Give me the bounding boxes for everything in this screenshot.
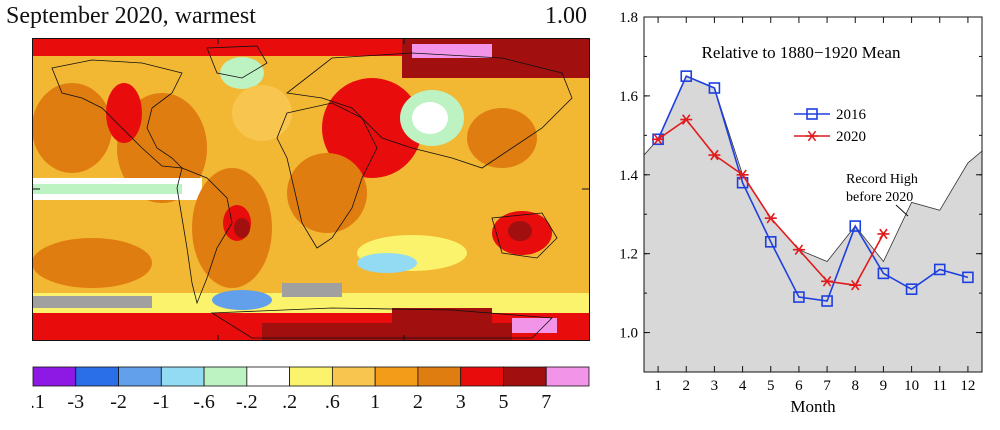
- x-tick-label: 9: [880, 378, 888, 394]
- series-point-2016: [933, 263, 946, 276]
- map-title: September 2020, warmest: [6, 3, 256, 29]
- record-high-label-line2: before 2020: [846, 190, 913, 205]
- colorbar-swatch: [289, 366, 333, 387]
- x-tick-label: 7: [823, 378, 831, 394]
- y-tick-label: 1.0: [619, 326, 638, 342]
- x-tick-label: 1: [654, 378, 662, 394]
- legend-marker-2016: [806, 108, 818, 120]
- x-tick-label: 12: [960, 378, 975, 394]
- colorbar-labels: -3.1 -3 -2 -1 -.6 -.2 .2 .6 1 2 3 5 7: [32, 391, 551, 413]
- colorbar-swatch: [374, 366, 419, 387]
- series-point-2020: [652, 133, 665, 145]
- x-tick-label: 6: [795, 378, 803, 394]
- series-point-2020: [792, 244, 805, 256]
- colorbar-swatch: [32, 366, 77, 387]
- colorbar-label: 1: [370, 391, 380, 413]
- chart-title: Relative to 1880−1920 Mean: [702, 43, 901, 62]
- series-point-2016: [877, 267, 890, 280]
- x-tick-label: 5: [767, 378, 775, 394]
- temperature-anomaly-map: [32, 38, 590, 341]
- series-point-2016: [821, 295, 833, 307]
- colorbar-swatch: [331, 366, 376, 387]
- y-tick-label: 1.6: [619, 89, 638, 105]
- series-point-2016: [849, 220, 862, 232]
- x-axis-label: Month: [790, 397, 836, 416]
- series-point-2016: [680, 70, 693, 82]
- record-high-label-line1: Record High: [846, 172, 918, 187]
- x-tick-label: 4: [739, 378, 747, 394]
- x-tick-label: 10: [904, 378, 919, 394]
- series-point-2016: [905, 283, 918, 295]
- plot-frame: [643, 16, 983, 373]
- series-point-2020: [736, 169, 749, 181]
- colorbar-swatch: [118, 366, 162, 387]
- x-tick-label: 2: [683, 378, 691, 394]
- colorbar-label: -3.1: [32, 391, 45, 413]
- series-point-2016: [793, 291, 805, 303]
- y-tick-label: 1.4: [619, 168, 638, 184]
- series-point-2020: [821, 275, 834, 287]
- y-tick-label: 1.2: [619, 247, 638, 263]
- colorbar-swatch: [503, 366, 547, 387]
- monthly-anomaly-chart: 1.01.21.41.61.81 2 3 4 5 6 7 8 9 10 11 12MonthRelat…: [619, 12, 983, 416]
- colorbar-label: -2: [110, 391, 127, 413]
- colorbar-label: -.2: [236, 391, 258, 413]
- series-point-2020: [849, 279, 862, 291]
- map-global-mean-value: 1.00: [545, 3, 587, 29]
- colorbar: -3.1 -3 -2 -1 -.6 -.2 .2 .6 1 2 3 5 7: [32, 366, 590, 413]
- colorbar-label: -.6: [193, 391, 215, 413]
- record-high-pointer: [895, 204, 909, 217]
- x-tick-label: 11: [933, 378, 947, 394]
- legend-label-2020: 2020: [836, 129, 866, 145]
- series-point-2020: [877, 228, 890, 240]
- legend-marker-2020: [806, 130, 818, 142]
- colorbar-swatch: [203, 366, 248, 387]
- colorbar-swatch: [545, 366, 590, 387]
- legend-label-2016: 2016: [836, 107, 867, 123]
- map-anomaly-shading: [32, 38, 590, 341]
- colorbar-label: .2: [282, 391, 297, 413]
- y-tick-label: 1.8: [619, 12, 638, 26]
- x-tick-label: 3: [711, 378, 719, 394]
- colorbar-swatch: [417, 366, 462, 387]
- colorbar-label: -3: [67, 391, 84, 413]
- colorbar-label: .6: [325, 391, 340, 413]
- colorbar-label: 3: [456, 391, 466, 413]
- colorbar-swatch: [75, 366, 119, 387]
- series-point-2020: [764, 212, 777, 224]
- series-point-2016: [764, 236, 777, 248]
- series-point-2020: [708, 149, 721, 161]
- colorbar-swatches: [32, 366, 590, 387]
- series-point-2016: [708, 82, 721, 94]
- colorbar-swatch: [160, 366, 205, 387]
- colorbar-label: 2: [413, 391, 423, 413]
- record-high-area: [643, 75, 983, 373]
- legend: 2016 2020: [794, 107, 867, 145]
- colorbar-label: 5: [498, 391, 508, 413]
- series-point-2020: [680, 114, 693, 125]
- colorbar-label: 7: [541, 391, 551, 413]
- x-tick-label: 8: [852, 378, 860, 394]
- series-point-2016: [962, 271, 974, 284]
- colorbar-swatch: [246, 366, 291, 387]
- colorbar-swatch: [460, 366, 504, 387]
- map-coastlines: [51, 45, 573, 339]
- colorbar-label: -1: [153, 391, 170, 413]
